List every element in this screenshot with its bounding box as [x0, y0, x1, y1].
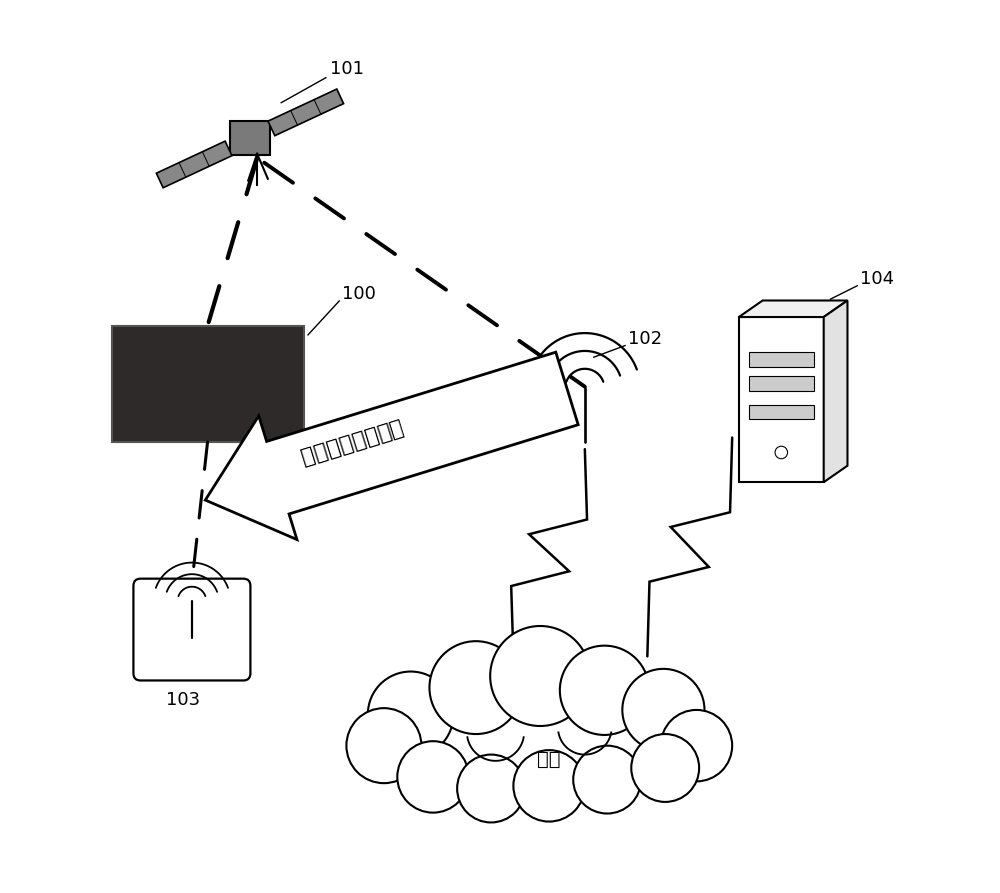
Circle shape [490, 626, 590, 726]
Circle shape [368, 672, 454, 757]
Circle shape [560, 646, 649, 735]
Circle shape [346, 708, 421, 783]
Text: 网络: 网络 [537, 749, 561, 769]
Circle shape [631, 734, 699, 802]
Polygon shape [739, 317, 824, 482]
Circle shape [573, 746, 641, 814]
Bar [112, 326, 304, 442]
Circle shape [429, 641, 522, 734]
Polygon shape [156, 141, 232, 188]
Text: 100: 100 [342, 285, 376, 303]
Circle shape [397, 741, 469, 813]
Text: 信号强度値的差値: 信号强度値的差値 [296, 417, 404, 467]
Polygon shape [205, 352, 578, 539]
Bar [749, 352, 814, 366]
Bar [749, 405, 814, 420]
Text: 102: 102 [628, 330, 662, 347]
Polygon shape [268, 89, 344, 136]
Polygon shape [739, 300, 847, 317]
FancyBboxPatch shape [133, 579, 250, 680]
Text: 101: 101 [330, 60, 364, 78]
Circle shape [513, 750, 585, 822]
Circle shape [661, 710, 732, 781]
Bar [749, 377, 814, 391]
Text: 103: 103 [166, 691, 200, 709]
Circle shape [775, 446, 788, 459]
Polygon shape [824, 300, 847, 482]
Polygon shape [230, 121, 270, 155]
Circle shape [622, 669, 704, 751]
Text: 104: 104 [860, 270, 894, 288]
Circle shape [457, 755, 525, 822]
